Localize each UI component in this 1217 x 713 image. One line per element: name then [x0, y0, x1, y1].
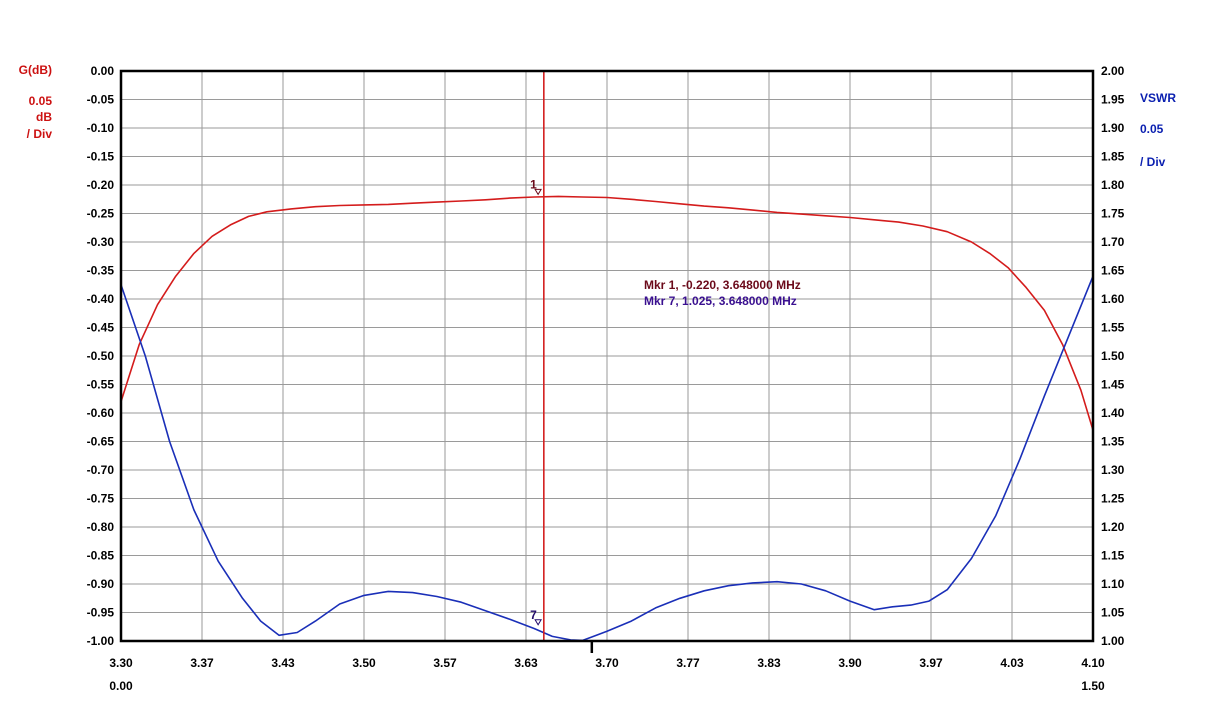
plot-border [119, 69, 1095, 643]
right-axis-title: VSWR [1140, 91, 1176, 105]
left-axis-scale-3: / Div [27, 127, 53, 141]
x-sub-label-left: 0.00 [109, 679, 133, 693]
y-left-tick-label: -0.80 [87, 520, 115, 534]
y-left-tick-label: -0.60 [87, 406, 115, 420]
y-right-tick-label: 1.40 [1101, 406, 1125, 420]
right-axis-scale-2: / Div [1140, 155, 1166, 169]
y-right-tick-label: 1.45 [1101, 378, 1125, 392]
y-right-tick-label: 1.80 [1101, 178, 1125, 192]
x-tick-label: 3.97 [919, 656, 943, 670]
tick-labels: 3.30 3.37 3.43 3.50 3.57 3.63 3.70 3.77 3.83 3.90… [87, 64, 1125, 670]
gain-trace [120, 195, 1094, 431]
series-layer: 17 [120, 71, 1094, 642]
y-right-tick-label: 1.75 [1101, 207, 1125, 221]
left-axis-scale-1: 0.05 [29, 94, 53, 108]
y-right-tick-label: 1.15 [1101, 549, 1125, 563]
y-right-tick-label: 1.35 [1101, 435, 1125, 449]
y-right-tick-label: 1.30 [1101, 463, 1125, 477]
y-left-tick-label: -0.90 [87, 577, 115, 591]
y-left-tick-label: -0.50 [87, 349, 115, 363]
y-left-tick-label: -0.10 [87, 121, 115, 135]
x-tick-label: 3.43 [271, 656, 295, 670]
y-right-tick-label: 1.85 [1101, 150, 1125, 164]
y-right-tick-label: 1.90 [1101, 121, 1125, 135]
y-right-tick-label: 1.20 [1101, 520, 1125, 534]
x-tick-label: 3.83 [757, 656, 781, 670]
marker-triangle-1 [534, 188, 542, 196]
plot-frame [119, 69, 1095, 653]
y-left-tick-label: -0.05 [87, 93, 115, 107]
y-right-tick-label: 1.10 [1101, 577, 1125, 591]
x-tick-label: 3.50 [352, 656, 376, 670]
y-left-tick-label: -0.40 [87, 292, 115, 306]
y-left-tick-label: -0.30 [87, 235, 115, 249]
y-left-tick-label: -0.65 [87, 435, 115, 449]
y-right-tick-label: 1.95 [1101, 93, 1125, 107]
y-left-tick-label: 0.00 [91, 64, 115, 78]
y-left-tick-label: -0.45 [87, 321, 115, 335]
y-right-tick-label: 1.25 [1101, 492, 1125, 506]
y-left-tick-label: -0.55 [87, 378, 115, 392]
y-right-tick-label: 1.50 [1101, 349, 1125, 363]
x-tick-label: 3.77 [676, 656, 700, 670]
x-tick-label: 4.03 [1000, 656, 1024, 670]
y-right-tick-label: 2.00 [1101, 64, 1125, 78]
x-tick-label: 3.37 [190, 656, 214, 670]
marker-readout-7: Mkr 7, 1.025, 3.648000 MHz [644, 294, 797, 308]
y-left-tick-label: -1.00 [87, 634, 115, 648]
left-axis-title: G(dB) [19, 63, 52, 77]
y-left-tick-label: -0.35 [87, 264, 115, 278]
y-left-tick-label: -0.15 [87, 150, 115, 164]
marker-readout-1: Mkr 1, -0.220, 3.648000 MHz [644, 278, 801, 292]
x-tick-label: 3.57 [433, 656, 457, 670]
x-tick-label: 3.70 [595, 656, 619, 670]
y-right-tick-label: 1.70 [1101, 235, 1125, 249]
y-left-tick-label: -0.95 [87, 606, 115, 620]
y-right-tick-label: 1.65 [1101, 264, 1125, 278]
grid [121, 71, 1093, 641]
x-sub-label-right: 1.50 [1081, 679, 1105, 693]
x-tick-label: 3.90 [838, 656, 862, 670]
right-axis-scale-1: 0.05 [1140, 122, 1164, 136]
y-right-tick-label: 1.00 [1101, 634, 1125, 648]
y-right-tick-label: 1.60 [1101, 292, 1125, 306]
x-tick-label: 3.30 [109, 656, 133, 670]
y-left-tick-label: -0.25 [87, 207, 115, 221]
x-tick-label: 3.63 [514, 656, 538, 670]
y-right-tick-label: 1.05 [1101, 606, 1125, 620]
marker-triangle-7 [534, 619, 542, 626]
vswr-trace [120, 275, 1094, 642]
marker-label-1: 1 [530, 177, 537, 191]
marker-label-7: 7 [530, 608, 537, 622]
y-left-tick-label: -0.70 [87, 463, 115, 477]
left-axis-scale-2: dB [36, 110, 52, 124]
x-tick-label: 4.10 [1081, 656, 1105, 670]
y-left-tick-label: -0.85 [87, 549, 115, 563]
y-left-tick-label: -0.20 [87, 178, 115, 192]
y-left-tick-label: -0.75 [87, 492, 115, 506]
y-right-tick-label: 1.55 [1101, 321, 1125, 335]
